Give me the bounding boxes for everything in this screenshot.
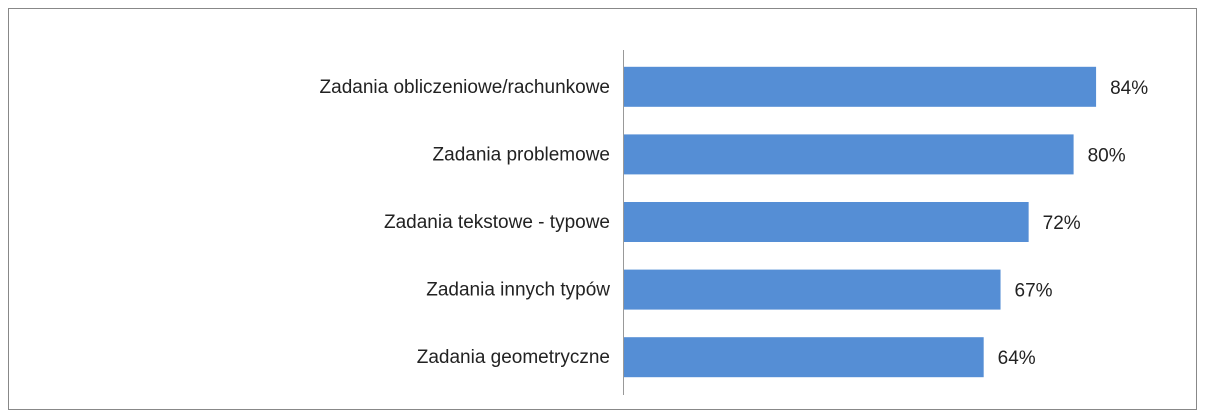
data-label: 64%: [998, 348, 1036, 369]
data-label: 67%: [1015, 281, 1053, 302]
y-tick-label: Zadania problemowe: [433, 144, 610, 165]
data-label: 72%: [1043, 213, 1081, 234]
bar: [624, 269, 1001, 310]
y-tick-label: Zadania geometryczne: [417, 347, 610, 368]
y-tick-label: Zadania innych typów: [426, 280, 610, 301]
y-tick-label: Zadania tekstowe - typowe: [384, 212, 610, 233]
y-tick-label: Zadania obliczeniowe/rachunkowe: [320, 77, 610, 98]
bar: [624, 134, 1074, 175]
bar: [624, 202, 1029, 242]
bar: [624, 66, 1097, 107]
data-label: 84%: [1110, 78, 1148, 99]
bar: [624, 337, 984, 378]
data-label: 80%: [1088, 145, 1126, 166]
